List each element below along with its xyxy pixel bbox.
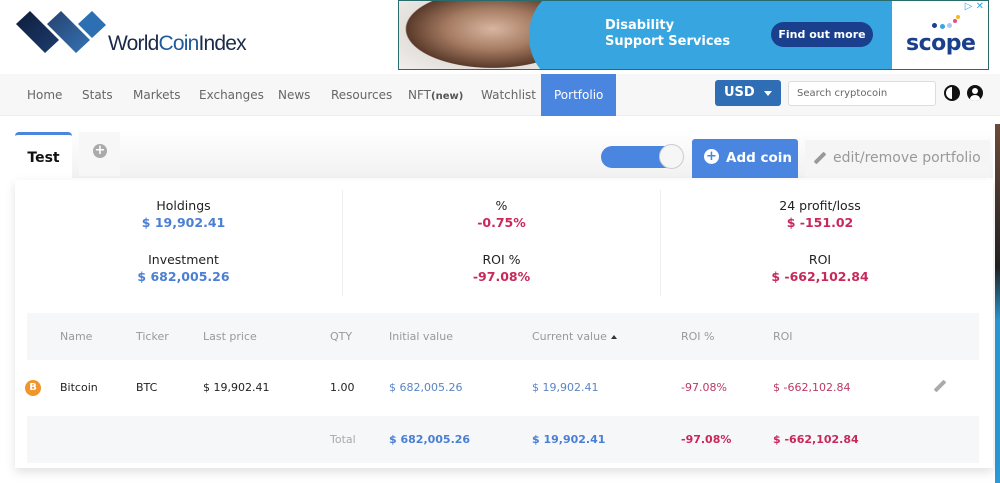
total-roi: $ -662,102.84 [773,433,859,446]
holdings-table-header: Name Ticker Last price QTY Initial value… [27,313,979,360]
side-ad-strip [995,124,1000,483]
profit-24-label: 24 profit/loss [779,198,861,213]
cell-roi-percent: -97.08% [681,381,727,394]
nav-item-markets[interactable]: Markets [133,88,181,102]
sort-ascending-icon [610,335,617,339]
nav-item-news[interactable]: News [278,88,311,102]
portfolio-summary: Holdings $ 19,902.41 Investment $ 682,00… [15,180,993,300]
contrast-toggle-icon[interactable] [944,85,960,101]
search-input[interactable] [788,81,936,106]
logo-mark-icon [16,11,106,53]
nav-item-resources[interactable]: Resources [331,88,393,102]
cell-name: Bitcoin [60,381,98,394]
profit-24-value: $ -151.02 [786,215,854,230]
stats-column-percent: % -0.75% ROI % -97.08% [343,190,661,296]
cell-last-price: $ 19,902.41 [203,381,270,394]
total-label: Total [330,433,356,446]
add-coin-button[interactable]: + Add coin [692,139,798,178]
toggle-knob [659,144,684,169]
total-initial-value: $ 682,005.26 [389,433,471,446]
investment-value: $ 682,005.26 [137,269,230,284]
roi-value: $ -662,102.84 [771,269,869,284]
plus-circle-icon: + [93,143,107,158]
stats-column-value: Holdings $ 19,902.41 Investment $ 682,00… [25,190,343,296]
column-header-roi[interactable]: ROI [773,330,793,343]
roi-percent-value: -97.08% [472,269,531,284]
table-row[interactable]: B Bitcoin BTC $ 19,902.41 1.00 $ 682,005… [15,360,993,416]
edit-row-button[interactable] [932,379,948,395]
table-total-row: Total $ 682,005.26 $ 19,902.41 -97.08% $… [27,416,979,463]
caret-down-icon [764,91,772,96]
nav-item-stats[interactable]: Stats [82,88,113,102]
holdings-value: $ 19,902.41 [141,215,226,230]
column-header-last-price[interactable]: Last price [203,330,257,343]
currency-select[interactable]: USD [715,80,781,106]
advertisement-banner[interactable]: Disability Support Services Find out mor… [398,0,989,70]
total-roi-percent: -97.08% [681,433,732,446]
ad-find-out-more-button[interactable]: Find out more [771,22,873,47]
pencil-icon [933,379,947,393]
cell-roi: $ -662,102.84 [773,381,851,394]
roi-label: ROI [808,252,832,267]
edit-remove-portfolio-button[interactable]: edit/remove portfolio [805,140,990,178]
nav-item-home[interactable]: Home [27,88,63,102]
worldcoinindex-logo[interactable]: WorldCoinIndex [16,10,286,58]
nav-item-nft[interactable]: NFT(new) [408,88,464,102]
holdings-label: Holdings [156,198,211,213]
nav-item-watchlist[interactable]: Watchlist [481,88,536,102]
user-account-icon[interactable] [967,85,983,101]
plus-circle-icon: + [704,149,719,164]
investment-label: Investment [148,252,219,267]
cell-initial-value: $ 682,005.26 [389,381,463,394]
total-current-value: $ 19,902.41 [532,433,606,446]
site-header: WorldCoinIndex Disability Support Servic… [0,0,1000,74]
pencil-icon [813,151,827,165]
new-badge: (new) [431,91,464,102]
tab-test[interactable]: Test [15,132,72,180]
nav-item-portfolio[interactable]: Portfolio [541,74,617,116]
column-header-qty[interactable]: QTY [330,330,353,343]
ad-brand: scope [892,1,988,69]
stats-column-profit: 24 profit/loss $ -151.02 ROI $ -662,102.… [661,190,979,296]
percent-value: -0.75% [477,215,526,230]
cell-ticker: BTC [136,381,158,394]
column-header-roi-percent[interactable]: ROI % [681,330,715,343]
view-toggle[interactable] [601,144,684,169]
add-portfolio-tab[interactable]: + [79,132,120,176]
nav-item-exchanges[interactable]: Exchanges [199,88,264,102]
column-header-initial-value[interactable]: Initial value [389,330,453,343]
cell-current-value: $ 19,902.41 [532,381,599,394]
ad-title: Disability Support Services [605,18,731,49]
percent-label: % [495,198,508,213]
cell-qty: 1.00 [330,381,355,394]
bitcoin-icon: B [25,380,41,396]
portfolio-panel: Holdings $ 19,902.41 Investment $ 682,00… [15,180,993,468]
roi-percent-label: ROI % [482,252,521,267]
column-header-ticker[interactable]: Ticker [136,330,169,343]
ad-close-icon[interactable]: ▷ ✕ [964,1,984,12]
logo-text: WorldCoinIndex [108,32,247,55]
column-header-name[interactable]: Name [60,330,93,343]
column-header-current-value[interactable]: Current value [532,313,617,360]
brand-dots-icon [930,15,960,29]
